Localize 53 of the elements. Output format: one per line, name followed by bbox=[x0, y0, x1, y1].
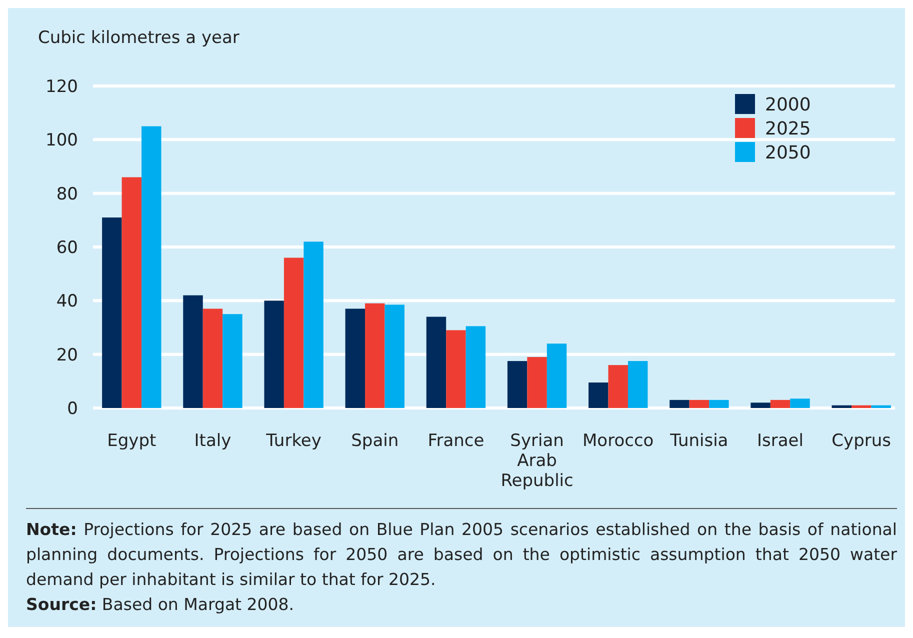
bar bbox=[770, 400, 790, 408]
legend-label: 2025 bbox=[765, 118, 811, 140]
bar bbox=[284, 258, 304, 408]
bar bbox=[222, 314, 242, 408]
legend-label: 2050 bbox=[765, 142, 811, 164]
bar bbox=[750, 402, 770, 408]
bar bbox=[851, 405, 872, 408]
bar bbox=[264, 300, 284, 408]
x-tick-label: Morocco bbox=[582, 431, 654, 451]
bar bbox=[142, 126, 162, 408]
bar bbox=[466, 326, 486, 408]
bar bbox=[832, 405, 852, 408]
bar bbox=[122, 177, 142, 408]
bar bbox=[628, 361, 648, 408]
y-tick-label: 60 bbox=[56, 238, 78, 258]
x-tick-label: Turkey bbox=[265, 431, 322, 451]
y-tick-label: 20 bbox=[56, 345, 78, 366]
bar bbox=[689, 400, 710, 408]
bar bbox=[588, 382, 608, 408]
bar bbox=[304, 242, 324, 408]
x-tick-label: Egypt bbox=[107, 431, 156, 451]
x-tick-label: Spain bbox=[351, 431, 399, 451]
x-tick-label: Israel bbox=[757, 431, 804, 451]
bar bbox=[183, 295, 203, 408]
bar bbox=[670, 400, 690, 408]
x-tick-label: Tunisia bbox=[669, 431, 728, 451]
x-tick-label: Italy bbox=[194, 431, 232, 451]
bar bbox=[365, 303, 385, 408]
bar bbox=[527, 357, 547, 408]
legend-label: 2000 bbox=[765, 94, 811, 116]
y-tick-label: 40 bbox=[56, 292, 78, 312]
y-tick-label: 0 bbox=[67, 398, 78, 419]
y-tick-label: 100 bbox=[46, 130, 78, 151]
bar bbox=[384, 304, 404, 408]
bar bbox=[546, 344, 567, 408]
bar bbox=[709, 400, 729, 408]
bar bbox=[446, 330, 466, 408]
text: Note: Projections for 2025 are based on Blue Plan 2005 scenarios established on the basis of national planning documents. Projections for 2050 are based on the optimistic assumption that 2050 water demand per inhabitant is similar to that for 2025. bbox=[26, 519, 897, 591]
source-note: Source: Based on Margat 2008. bbox=[26, 594, 296, 616]
bar bbox=[608, 365, 628, 408]
bar bbox=[871, 405, 891, 408]
bar bbox=[426, 316, 446, 408]
y-tick-label: 80 bbox=[56, 184, 78, 204]
bar bbox=[102, 217, 122, 408]
bar bbox=[790, 398, 810, 408]
bar bbox=[345, 308, 366, 408]
y-tick-label: 120 bbox=[46, 76, 78, 97]
y-axis-title: Cubic kilometres a year bbox=[38, 28, 240, 48]
x-tick-label: Syrian Arab Republic bbox=[500, 431, 574, 491]
x-tick-label: France bbox=[428, 431, 484, 451]
bar bbox=[507, 361, 528, 408]
x-tick-label: Cyprus bbox=[832, 431, 892, 451]
bar bbox=[202, 308, 223, 408]
